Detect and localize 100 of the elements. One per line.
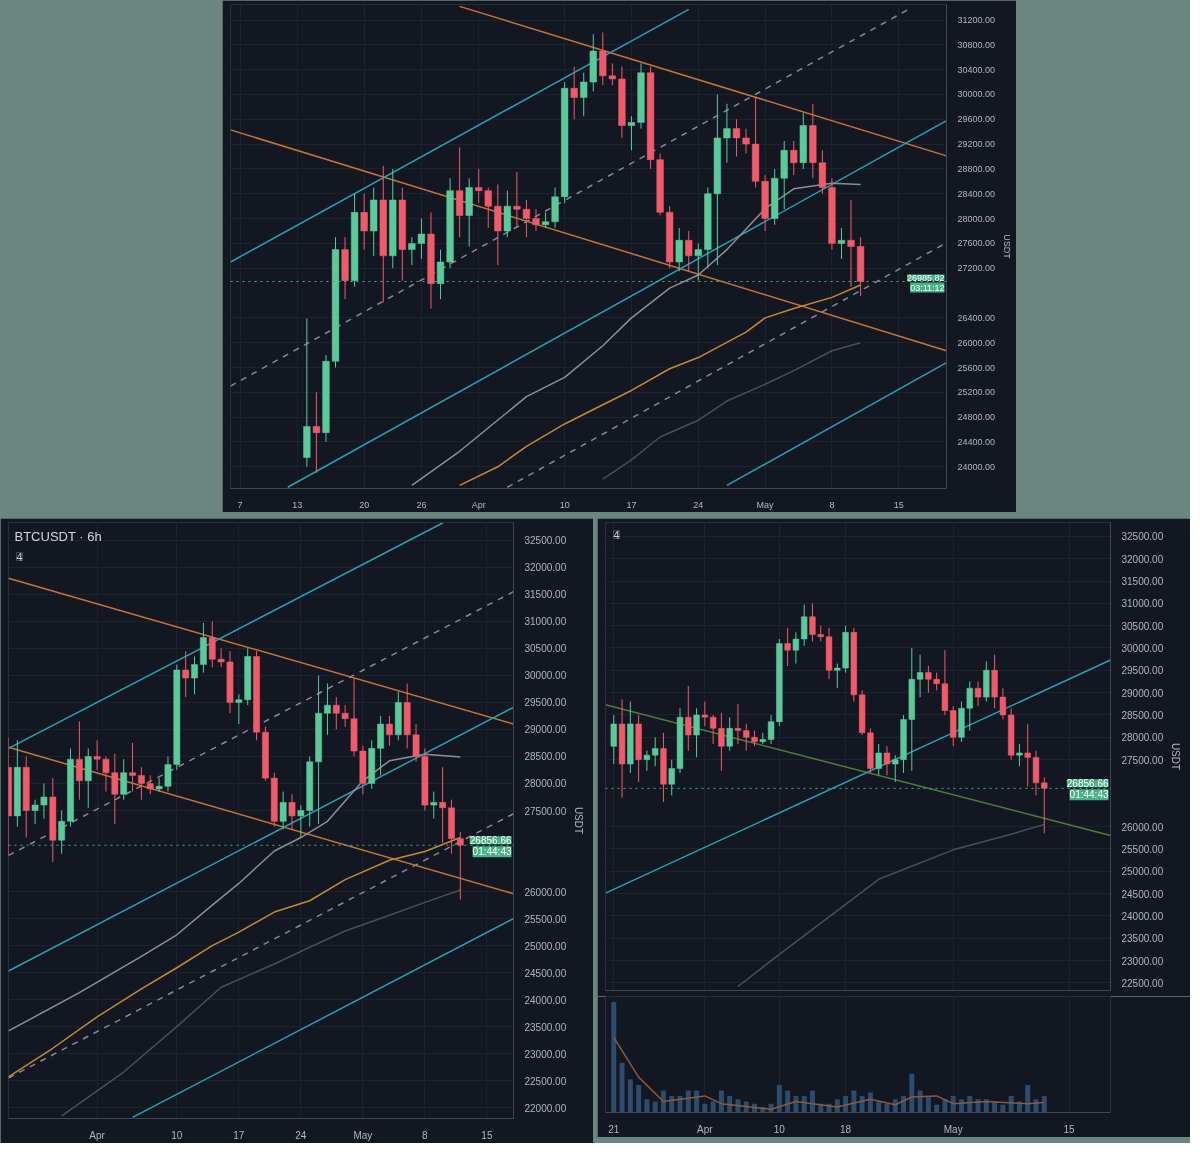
y-tick-label: 26400.00 <box>957 312 996 323</box>
bar <box>917 1090 923 1113</box>
y-axis-title: USDT <box>573 806 585 835</box>
y-tick-label: 32000.00 <box>1121 553 1164 565</box>
candlestick <box>801 604 808 647</box>
ref-line-label: 26856.66 <box>1066 778 1109 790</box>
y-tick-label: 26000.00 <box>957 337 996 348</box>
bar <box>1000 1104 1006 1113</box>
y-tick-label: 28000.00 <box>957 213 996 224</box>
line-series <box>8 753 462 1032</box>
candlestick <box>847 199 855 288</box>
candlestick <box>643 750 651 772</box>
bar <box>702 1103 708 1113</box>
y-tick-label: 24000.00 <box>1121 910 1164 922</box>
candlestick <box>883 745 891 776</box>
x-tick-label: 24 <box>295 1129 307 1141</box>
bar <box>934 1104 940 1113</box>
x-tick-label: Apr <box>89 1129 106 1141</box>
y-tick-label: 26000.00 <box>524 886 567 898</box>
candlestick <box>790 140 798 176</box>
x-tick-label: 8 <box>422 1129 429 1141</box>
candlestick <box>155 777 163 793</box>
annotation: 03:11:12 <box>910 282 945 293</box>
bar <box>884 1103 890 1113</box>
x-tick-label: Apr <box>697 1123 714 1135</box>
candlestick <box>408 236 416 266</box>
bar <box>660 1090 666 1113</box>
bar <box>652 1101 658 1113</box>
candlestick <box>182 650 190 698</box>
bar <box>867 1092 873 1113</box>
candlestick <box>31 799 39 825</box>
candlestick <box>693 707 700 758</box>
bar <box>710 1101 716 1113</box>
bar <box>694 1090 700 1113</box>
candlestick <box>685 685 692 752</box>
x-tick-label: 13 <box>292 499 303 510</box>
x-tick-label: May <box>943 1123 963 1135</box>
candlestick <box>235 693 243 725</box>
bar <box>718 1090 724 1113</box>
candlestick <box>324 683 331 736</box>
y-tick-label: 30000.00 <box>524 670 567 682</box>
y-tick-label: 27600.00 <box>957 238 996 249</box>
line-series <box>60 889 462 1117</box>
y-tick-label: 24400.00 <box>957 436 996 447</box>
y-tick-label: 30400.00 <box>957 64 996 75</box>
bar <box>1025 1084 1031 1113</box>
bar <box>925 1095 931 1113</box>
y-tick-label: 30800.00 <box>957 39 996 50</box>
line-series <box>8 836 462 1078</box>
y-tick-label: 31500.00 <box>524 589 567 601</box>
candlestick <box>675 227 683 272</box>
y-tick-label: 22500.00 <box>524 1075 567 1087</box>
line-series <box>458 284 862 487</box>
candlestick <box>76 720 83 801</box>
y-tick-label: 27500.00 <box>1121 754 1164 766</box>
y-tick-label: 29000.00 <box>524 724 567 736</box>
bar <box>627 1079 633 1113</box>
candlestick <box>694 242 702 282</box>
candlestick <box>58 810 66 855</box>
candlestick <box>742 128 750 154</box>
y-tick-label: 29500.00 <box>524 697 567 709</box>
candlestick <box>701 701 708 727</box>
bar <box>876 1101 882 1113</box>
x-tick-label: 8 <box>829 499 835 510</box>
bar <box>611 1002 617 1113</box>
y-tick-label: 31000.00 <box>1121 598 1164 610</box>
candlestick <box>570 66 578 120</box>
y-tick-label: 25500.00 <box>524 913 567 925</box>
candlestick <box>916 654 924 698</box>
x-tick-label: 17 <box>233 1129 245 1141</box>
y-tick-label: 22500.00 <box>1121 977 1164 989</box>
y-tick-label: 29000.00 <box>1121 687 1164 699</box>
ref-line-label: 26985.82 <box>906 272 945 283</box>
y-tick-label: 31200.00 <box>957 15 996 26</box>
x-tick-label: 15 <box>481 1129 493 1141</box>
candlestick <box>430 791 438 820</box>
candlestick <box>627 115 636 151</box>
y-tick-label: 25200.00 <box>957 387 996 398</box>
candlestick <box>40 782 48 820</box>
x-tick-label: 17 <box>626 499 637 510</box>
candlestick <box>685 230 693 272</box>
y-tick-label: 28500.00 <box>1121 709 1164 721</box>
y-tick-label: 24000.00 <box>957 461 996 472</box>
bar <box>685 1090 691 1113</box>
y-tick-label: 23500.00 <box>524 1021 567 1033</box>
candlestick <box>608 62 616 86</box>
x-tick-label: 21 <box>608 1123 620 1135</box>
bar <box>967 1095 973 1113</box>
candlestick <box>386 715 393 747</box>
ref-line-label: 26856.66 <box>469 835 512 847</box>
x-tick-label: Apr <box>471 499 486 510</box>
x-tick-label: May <box>756 499 775 510</box>
candlestick <box>726 716 733 752</box>
bar <box>909 1073 915 1113</box>
y-tick-label: 24500.00 <box>1121 888 1164 900</box>
y-tick-label: 23000.00 <box>524 1048 567 1060</box>
candlestick <box>532 208 540 232</box>
bar <box>619 1062 625 1113</box>
annotation: 01:44:43 <box>472 846 512 858</box>
y-tick-label: 31500.00 <box>1121 576 1164 587</box>
